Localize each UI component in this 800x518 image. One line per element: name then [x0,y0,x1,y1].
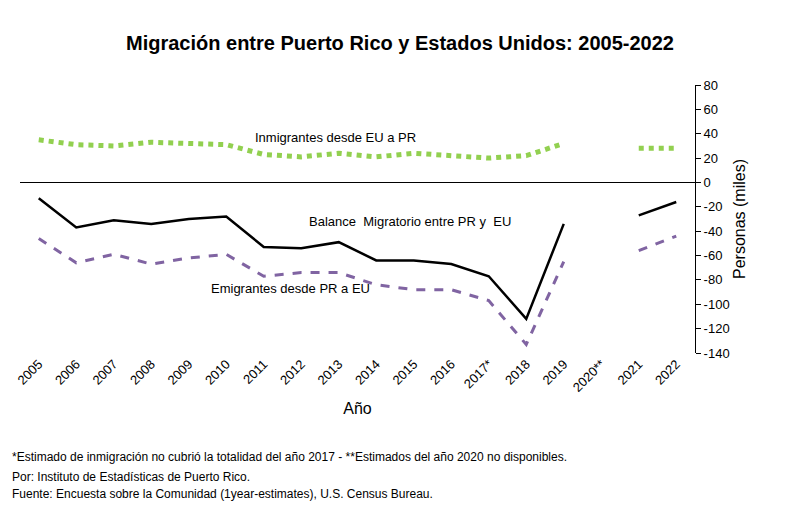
svg-text:60: 60 [704,102,718,117]
svg-text:-40: -40 [704,224,723,239]
svg-text:2014: 2014 [352,357,383,388]
svg-text:2015: 2015 [389,357,420,388]
svg-text:*Estimado de inmigración no cu: *Estimado de inmigración no cubrió la to… [12,450,567,464]
svg-text:40: 40 [704,126,718,141]
svg-text:2019: 2019 [539,357,570,388]
svg-text:2011: 2011 [240,357,270,387]
svg-text:Migración entre Puerto Rico y: Migración entre Puerto Rico y Estados Un… [126,32,674,54]
svg-text:2018: 2018 [502,357,533,388]
svg-text:Balance Migratorio entre PR y: Balance Migratorio entre PR y EU [309,214,511,229]
svg-text:-120: -120 [704,321,730,336]
svg-text:2016: 2016 [427,357,458,388]
svg-text:2022: 2022 [652,357,683,388]
svg-text:Emigrantes desde PR a EU: Emigrantes desde PR a EU [211,281,370,296]
svg-text:2017*: 2017* [461,357,496,392]
svg-text:Personas (miles): Personas (miles) [731,159,748,279]
svg-text:-20: -20 [704,199,723,214]
svg-text:2005: 2005 [14,357,45,388]
svg-text:Por: Instituto de Estadísticas: Por: Instituto de Estadísticas de Puerto… [12,470,250,484]
svg-text:-80: -80 [704,272,723,287]
svg-text:Fuente: Encuesta sobre la Comu: Fuente: Encuesta sobre la Comunidad (1ye… [12,487,433,501]
svg-text:2008: 2008 [127,357,158,388]
svg-text:2006: 2006 [52,357,83,388]
svg-text:2009: 2009 [164,357,195,388]
svg-text:2012: 2012 [277,357,308,388]
svg-text:2020**: 2020** [570,357,608,395]
svg-text:-60: -60 [704,248,723,263]
svg-text:2010: 2010 [202,357,233,388]
svg-text:2013: 2013 [314,357,345,388]
svg-text:80: 80 [704,78,718,93]
svg-text:2021: 2021 [614,357,645,388]
svg-text:2007: 2007 [89,357,120,388]
svg-text:20: 20 [704,151,718,166]
svg-text:-140: -140 [704,346,730,361]
svg-text:0: 0 [704,175,711,190]
svg-text:Año: Año [343,400,372,417]
svg-text:-100: -100 [704,297,730,312]
svg-text:Inmigrantes desde EU a PR: Inmigrantes desde EU a PR [255,130,416,145]
